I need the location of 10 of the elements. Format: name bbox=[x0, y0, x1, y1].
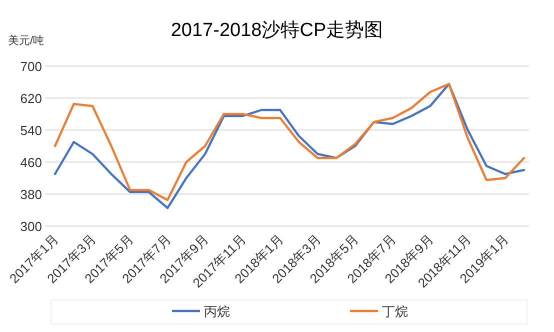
legend-label: 丁烷 bbox=[382, 304, 408, 319]
y-tick-label: 460 bbox=[20, 155, 42, 170]
legend-label: 丙烷 bbox=[204, 304, 230, 319]
y-tick-label: 620 bbox=[20, 91, 42, 106]
y-tick-label: 700 bbox=[20, 59, 42, 74]
y-tick-label: 300 bbox=[20, 219, 42, 234]
y-tick-label: 380 bbox=[20, 187, 42, 202]
chart-title: 2017-2018沙特CP走势图 bbox=[170, 20, 384, 41]
y-tick-label: 540 bbox=[20, 123, 42, 138]
y-axis-title: 美元/吨 bbox=[8, 34, 44, 47]
